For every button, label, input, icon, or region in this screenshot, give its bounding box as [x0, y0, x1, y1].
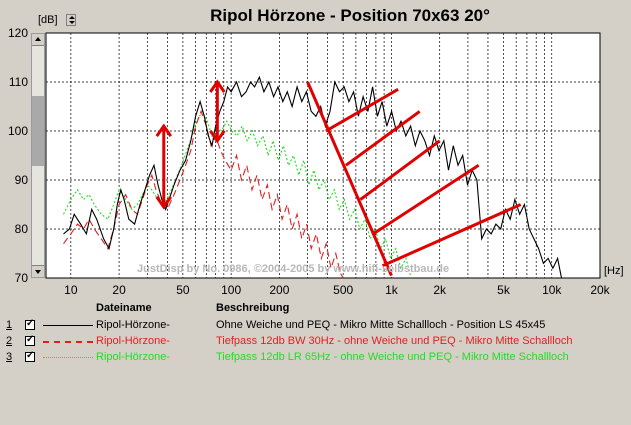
x-tick-label: 20	[112, 283, 126, 297]
x-axis-label: [Hz]	[604, 265, 624, 277]
y-tick-label: 80	[15, 222, 29, 236]
legend-row[interactable]: 2 Ripol-Hörzone- Tiefpass 12db BW 30Hz - o…	[0, 334, 631, 351]
watermark: JustDisp by No. 0986, ©2004-2005 by www.…	[137, 263, 450, 275]
legend-row[interactable]: 1 Ripol-Hörzone- Ohne Weiche und PEQ - Mik…	[0, 318, 631, 335]
x-tick-label: 5k	[497, 283, 511, 297]
legend-row-number[interactable]: 1	[6, 319, 13, 331]
legend-checkbox[interactable]	[25, 334, 35, 346]
annotation-arrow-head	[209, 129, 226, 144]
legend-checkbox[interactable]	[25, 350, 35, 362]
legend-swatch	[43, 357, 93, 358]
series-line-3	[63, 110, 412, 279]
x-tick-label: 2k	[433, 283, 447, 297]
annotation-line	[359, 139, 441, 201]
legend-row[interactable]: 3 Ripol-Hörzone- Tiefpass 12db LR 65Hz - o…	[0, 350, 631, 367]
legend-file-name: Ripol-Hörzone-	[96, 319, 170, 331]
y-tick-label: 110	[9, 75, 28, 89]
annotation-arrow-head	[209, 79, 226, 93]
chart-title: Ripol Hörzone - Position 70x63 20°	[210, 6, 490, 25]
grid	[46, 33, 600, 278]
y-axis-label: [dB]	[38, 14, 58, 26]
x-tick-label: 10k	[542, 283, 562, 297]
y-tick-label: 70	[15, 271, 29, 285]
legend-row-number[interactable]: 2	[6, 335, 13, 347]
annotation-line	[325, 88, 399, 133]
annotations	[155, 79, 522, 277]
scroll-thumb[interactable]	[32, 96, 44, 166]
legend-description: Tiefpass 12db BW 30Hz - ohne Weiche und …	[216, 335, 573, 347]
chart-svg: 70 80 90 100 110 120 10 20 50 100 200 500 1k 2k 5k 10k…	[8, 26, 611, 297]
annotation-arrow-head	[155, 123, 173, 137]
x-tick-label: 100	[221, 283, 241, 297]
series-line-1	[63, 75, 563, 279]
y-tick-label: 100	[8, 124, 28, 138]
x-tick-label: 200	[269, 283, 289, 297]
legend-description: Tiefpass 12db LR 65Hz - ohne Weiche und …	[216, 351, 569, 363]
annotation-line	[345, 110, 421, 167]
legend-row-number[interactable]: 3	[6, 351, 13, 363]
legend-header-name: Dateiname	[96, 302, 152, 314]
y-scrollbar[interactable]	[31, 33, 45, 278]
annotation-line	[306, 81, 393, 277]
x-tick-labels: 10 20 50 100 200 500 1k 2k 5k 10k 20k	[64, 283, 611, 297]
x-tick-label: 20k	[590, 283, 610, 297]
x-tick-label: 1k	[385, 283, 399, 297]
legend-swatch	[43, 325, 93, 326]
series-group	[63, 75, 563, 279]
annotation-arrow-head	[155, 196, 173, 210]
legend-swatch	[43, 341, 93, 343]
y-tick-label: 120	[8, 26, 28, 40]
legend-header-desc: Beschreibung	[216, 302, 290, 314]
legend-description: Ohne Weiche und PEQ - Mikro Mitte Schall…	[216, 319, 546, 331]
y-tick-label: 90	[15, 173, 29, 187]
plot-area	[45, 32, 601, 279]
scroll-down-button[interactable]	[32, 265, 44, 277]
y-unit-spinner[interactable]	[66, 14, 76, 26]
y-tick-labels: 70 80 90 100 110 120	[8, 26, 28, 285]
legend-checkbox[interactable]	[25, 318, 35, 330]
annotation-line	[372, 164, 480, 236]
x-tick-label: 10	[64, 283, 78, 297]
scroll-up-button[interactable]	[32, 34, 44, 46]
annotation-line	[381, 203, 522, 268]
x-tick-label: 50	[176, 283, 190, 297]
legend-file-name: Ripol-Hörzone-	[96, 335, 170, 347]
x-tick-label: 500	[333, 283, 353, 297]
legend-file-name: Ripol-Hörzone-	[96, 351, 170, 363]
